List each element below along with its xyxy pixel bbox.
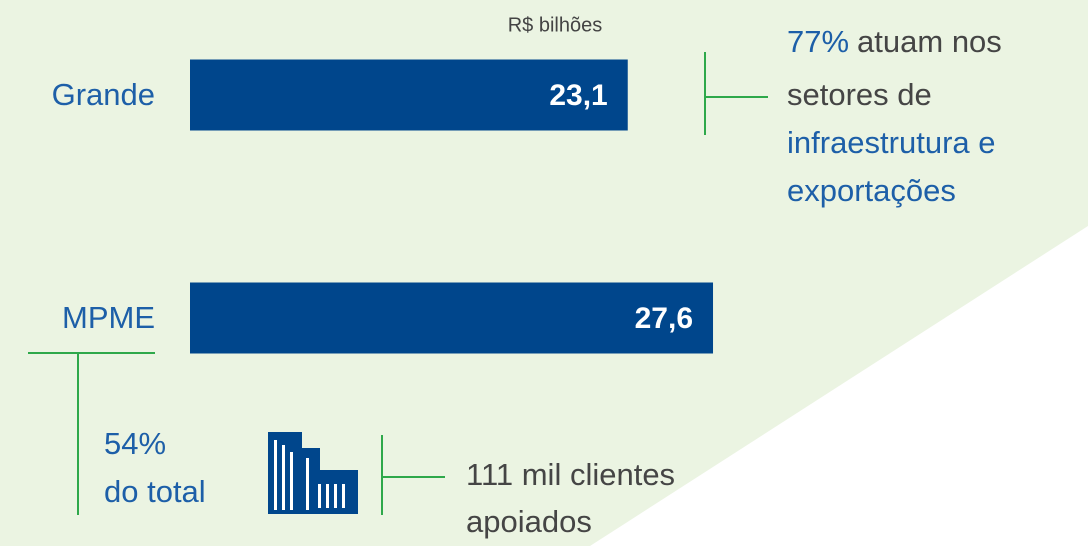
annotation: apoiados (466, 504, 592, 539)
background-shape (590, 226, 1088, 546)
category-label: Grande (52, 77, 155, 112)
bar (190, 59, 628, 131)
unit-label: R$ bilhões (508, 14, 603, 36)
annotation: 77% (787, 24, 849, 59)
annotation: 111 mil clientes (466, 457, 675, 492)
annotation: do total (104, 474, 206, 509)
value-label: 27,6 (635, 302, 693, 335)
annotation: setores de (787, 77, 932, 112)
annotation: 54% (104, 426, 166, 461)
building-icon (268, 432, 358, 514)
annotation: exportações (787, 173, 956, 208)
annotation: infraestrutura e (787, 125, 996, 160)
category-label: MPME (62, 300, 155, 335)
annotation: atuam nos (857, 24, 1002, 59)
bar (190, 282, 714, 354)
value-label: 23,1 (549, 79, 607, 112)
